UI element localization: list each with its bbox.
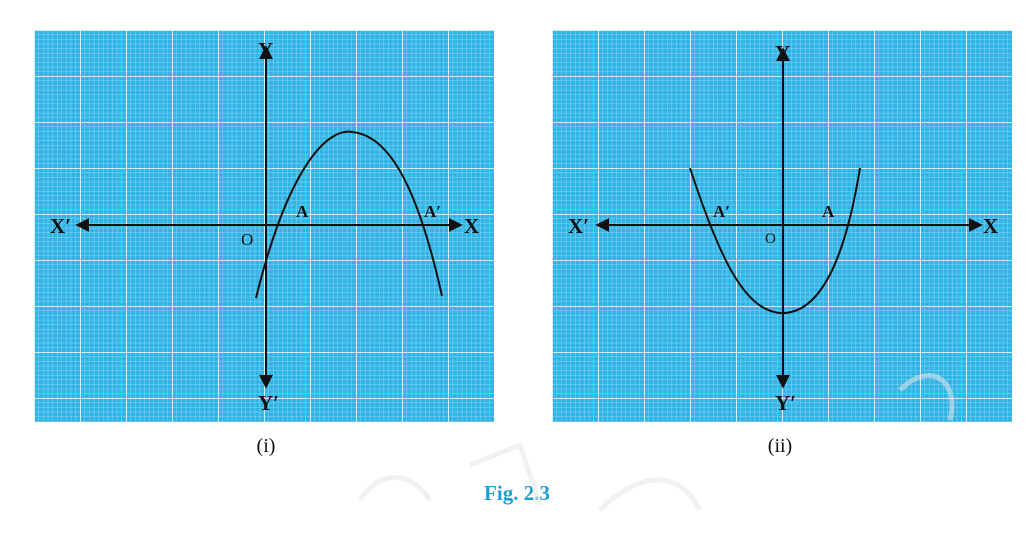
panel-caption: (i) <box>257 435 276 457</box>
panel-caption: (ii) <box>768 435 792 457</box>
panel-ii: X′ X Y Y′ O A′ A (ii) <box>552 30 1012 457</box>
axis-label-x-neg: X′ <box>568 214 589 238</box>
panel-i: X′ X Y Y′ O A A′ (i) <box>34 30 494 457</box>
axis-label-y-neg: Y′ <box>775 391 796 415</box>
axis-label-x-pos: X <box>464 214 479 238</box>
axis-label-x-neg: X′ <box>50 214 71 238</box>
parabola-curve <box>255 130 443 299</box>
origin-label: O <box>241 230 253 249</box>
axis-label-y-neg: Y′ <box>258 391 279 415</box>
point-label-a: A <box>296 202 309 221</box>
point-label-a: A <box>822 202 835 221</box>
origin-label: O <box>765 231 776 247</box>
point-label-a-prime: A′ <box>424 202 441 221</box>
axis-label-y-pos: Y <box>775 41 790 65</box>
parabola-curve <box>689 167 861 315</box>
point-label-a-prime: A′ <box>713 202 730 221</box>
axis-label-x-pos: X <box>983 214 998 238</box>
axis-label-y-pos: Y <box>258 38 273 62</box>
figure-caption: Fig. 2.3 <box>484 481 550 505</box>
